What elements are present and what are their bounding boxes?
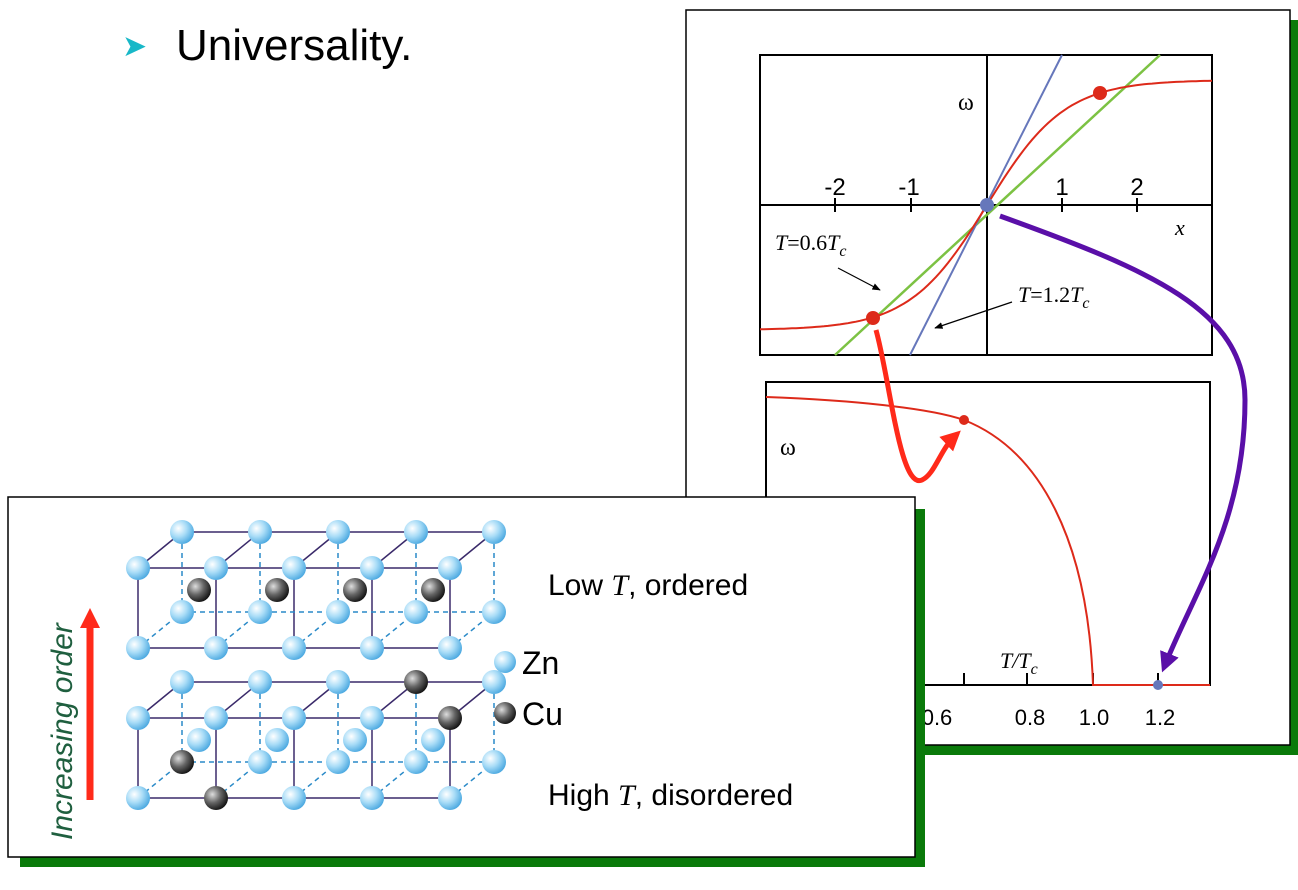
zn-atom (282, 706, 306, 730)
zn-atom (282, 556, 306, 580)
zn-atom (482, 670, 506, 694)
cu-atom (343, 578, 367, 602)
zn-atom (126, 706, 150, 730)
label-part: =0.6 (787, 230, 827, 255)
cu-atom (265, 578, 289, 602)
zn-atom (360, 556, 384, 580)
zn-atom (404, 750, 428, 774)
zn-atom (326, 600, 350, 624)
solution-dot (866, 311, 880, 325)
zn-atom (360, 786, 384, 810)
label-part: High (548, 779, 618, 812)
bullet: ➤ (122, 30, 147, 63)
axis-label: ω (958, 90, 974, 116)
zn-atom (248, 670, 272, 694)
axis-label: x (1174, 215, 1185, 240)
zn-atom (126, 556, 150, 580)
zn-atom (482, 600, 506, 624)
tick-label: 2 (1130, 174, 1143, 201)
zn-atom (282, 786, 306, 810)
legend-label: Cu (522, 696, 563, 732)
zn-atom (248, 750, 272, 774)
cu-atom (421, 578, 445, 602)
tick-label: 1.2 (1145, 705, 1176, 730)
tick-label: -2 (824, 174, 845, 201)
solution-dot (1093, 86, 1107, 100)
zn-atom (326, 670, 350, 694)
state-label: Low T, ordered (548, 569, 748, 602)
zn-atom (170, 600, 194, 624)
zn-atom (360, 706, 384, 730)
solution-dot (980, 198, 994, 212)
cu-atom (438, 706, 462, 730)
zn-atom (170, 670, 194, 694)
zn-atom (438, 786, 462, 810)
tick-label: 0.8 (1015, 705, 1046, 730)
cu-atom (187, 578, 211, 602)
zn-atom (282, 636, 306, 660)
zn-atom (170, 520, 194, 544)
label-part: , ordered (628, 569, 748, 602)
zn-atom (248, 600, 272, 624)
solution-dot (1153, 680, 1163, 690)
label-part: , disordered (635, 779, 793, 812)
solution-dot (959, 415, 969, 425)
axis-label: Increasing order (46, 622, 79, 840)
zn-atom (482, 520, 506, 544)
zn-atom (126, 786, 150, 810)
body: ➤ Universality. -2 -1 1 2 ω x T=0.6Tc T=… (0, 0, 1298, 890)
zn-atom (187, 728, 211, 752)
zn-atom (248, 520, 272, 544)
zn-atom (204, 556, 228, 580)
legend-label: Zn (522, 645, 559, 681)
zn-atom (265, 728, 289, 752)
zn-atom (326, 520, 350, 544)
zn-atom (421, 728, 445, 752)
cu-atom (204, 786, 228, 810)
zn-atom (438, 636, 462, 660)
zn-atom (343, 728, 367, 752)
zn-atom (404, 520, 428, 544)
page: {"header":{"bullet":"➤","title":"Univers… (0, 0, 1298, 890)
label-part: c (839, 243, 846, 260)
zn-atom (360, 636, 384, 660)
zn-atom (404, 600, 428, 624)
zn-atom (482, 750, 506, 774)
tick-label: 1 (1055, 174, 1068, 201)
tick-label: 0.6 (922, 705, 953, 730)
legend-cu (494, 702, 516, 724)
slide: ➤ Universality. -2 -1 1 2 ω x T=0.6Tc T=… (0, 0, 1298, 885)
label-part: c (1031, 661, 1038, 678)
title: Universality. (176, 21, 412, 70)
legend-zn (494, 651, 516, 673)
axis-label: ω (780, 435, 796, 461)
label-part: =1.2 (1030, 282, 1070, 307)
tick-label: 1.0 (1079, 705, 1110, 730)
zn-atom (204, 636, 228, 660)
label-part: c (1082, 295, 1089, 312)
cu-atom (170, 750, 194, 774)
tick-label: -1 (898, 174, 919, 201)
zn-atom (326, 750, 350, 774)
zn-atom (204, 706, 228, 730)
state-label: High T, disordered (548, 779, 793, 812)
zn-atom (126, 636, 150, 660)
zn-atom (438, 556, 462, 580)
cu-atom (404, 670, 428, 694)
label-part: Low (548, 569, 611, 602)
